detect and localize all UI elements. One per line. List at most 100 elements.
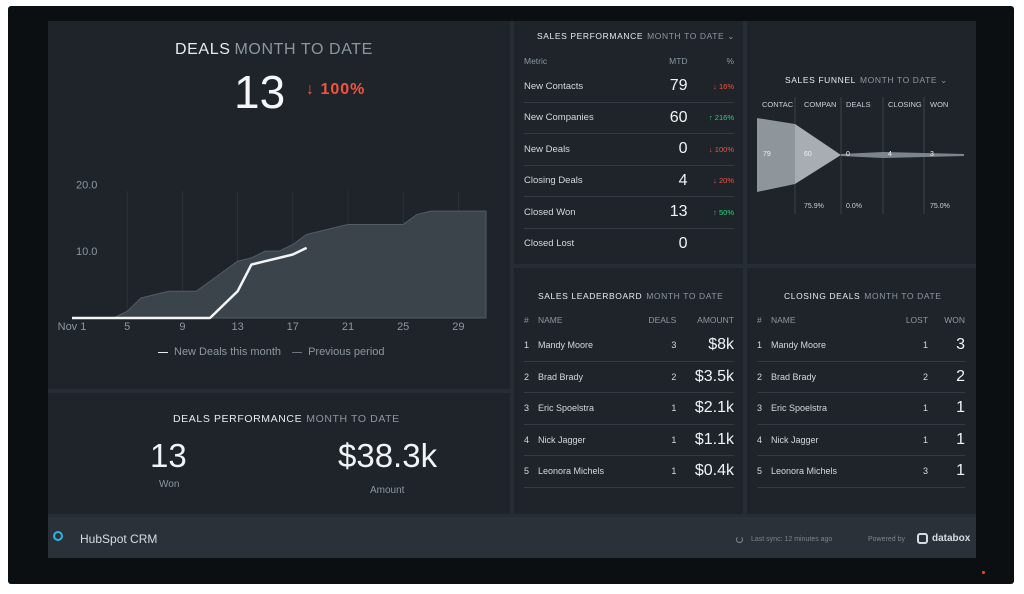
row-lost: 1 [888,330,929,362]
sales-performance-panel: SALES PERFORMANCE MONTH TO DATE ⌄ Metric … [514,21,743,264]
table-header: Metric MTD % [524,51,734,71]
funnel-value: 3 [930,151,934,158]
deals-legend: New Deals this month Previous period [158,346,385,358]
row-rank: 4 [524,424,538,456]
x-tick-label: Nov 1 [58,321,87,333]
deals-line-chart: 20.0 10.0 Nov 1 5 9 13 17 21 25 29 [58,179,487,333]
funnel-conversion: 75.9% [804,203,824,210]
funnel-value: 4 [888,151,892,158]
sales-performance-period-dropdown[interactable]: MONTH TO DATE ⌄ [647,31,735,41]
table-row: Closing Deals 4 ↓ 20% [524,165,734,197]
funnel-conversion: 0.0% [846,203,862,210]
sales-leaderboard-table: # NAME DEALS AMOUNT 1 Mandy Moore 3 $8k 2 Br… [524,310,734,488]
metric-mtd: 79 [653,71,688,103]
sales-funnel-title-text: SALES FUNNEL [785,75,856,85]
row-deals: 2 [635,361,677,393]
row-rank: 5 [524,455,538,488]
new-deals-line [72,246,308,320]
row-won: 1 [928,392,965,425]
funnel-conversion: 75.0% [930,203,950,210]
metric-name: Closed Lost [524,238,575,250]
row-name: Leonora Michels [538,455,636,488]
metric-mtd: 13 [653,196,688,229]
sales-leaderboard-subtitle: MONTH TO DATE [646,291,724,301]
metric-mtd: 4 [653,165,688,197]
table-row: 4 Nick Jagger 1 1 [757,424,965,456]
app-name: HubSpot CRM [80,532,158,546]
sales-funnel-period-dropdown[interactable]: MONTH TO DATE ⌄ [859,75,948,85]
funnel-value: 60 [804,151,812,158]
deals-performance-subtitle: MONTH TO DATE [306,413,400,425]
metric-name: New Contacts [524,71,654,103]
amount-label: Amount [370,485,405,496]
amount-value: $38.3k [338,437,438,474]
sales-funnel-chart [757,97,964,214]
sales-funnel-title[interactable]: SALES FUNNEL MONTH TO DATE ⌄ [785,75,948,86]
row-rank: 5 [757,455,771,488]
table-row: 5 Leonora Michels 3 1 [757,455,965,488]
col-pct: % [726,56,734,66]
funnel-value: 0 [846,151,850,158]
table-row: 2 Brad Brady 2 2 [757,361,965,393]
sales-leaderboard-title-text: SALES LEADERBOARD [538,291,643,301]
deals-title-text: DEALS [175,41,231,58]
col-amount: AMOUNT [697,315,734,325]
table-row: New Companies 60 ↑ 216% [524,102,734,134]
row-name: Brad Brady [771,361,889,393]
row-lost: 3 [888,455,929,488]
legend-line-current-icon [158,351,168,353]
x-tick-label: 29 [452,321,464,333]
sync-icon [736,536,743,543]
x-tick-label: 9 [179,321,185,333]
databox-logo-icon [917,533,928,544]
funnel-stage-label: WON [930,100,949,109]
row-won: 2 [928,361,965,393]
col-lost: LOST [905,315,929,325]
powered-by-text: Powered by [868,536,905,543]
col-won: WON [944,315,965,325]
legend-previous-label: Previous period [308,346,385,358]
table-row: 1 Mandy Moore 3 $8k [524,330,734,362]
funnel-stage-label: CLOSING [888,100,922,109]
row-rank: 1 [757,330,771,362]
x-tick-label: 13 [231,321,243,333]
table-row: 2 Brad Brady 2 $3.5k [524,361,734,393]
closing-deals-panel: CLOSING DEALS MONTH TO DATE # NAME LOST W… [747,268,976,514]
table-row: New Contacts 79 ↓ 16% [524,71,734,103]
y-tick-label: 10.0 [76,246,97,258]
metric-name: New Companies [524,102,654,134]
metric-mtd: 0 [653,133,688,166]
databox-brand: databox [932,533,971,544]
funnel-shape [795,124,841,184]
metric-name: New Deals [524,133,654,166]
row-name: Mandy Moore [538,330,636,362]
row-rank: 4 [757,424,771,456]
row-rank: 2 [524,361,538,393]
metric-pct: ↓ 100% [687,133,734,166]
table-row: Closed Lost 0 [524,228,734,259]
deals-change: ↓ 100% [306,81,366,98]
table-row: 5 Leonora Michels 1 $0.4k [524,455,734,488]
sales-performance-title[interactable]: SALES PERFORMANCE MONTH TO DATE ⌄ [537,31,735,42]
row-amount: $8k [676,330,734,362]
col-name: NAME [771,315,796,325]
sales-performance-table: Metric MTD % New Contacts 79 ↓ 16% New Com… [524,51,734,259]
row-amount: $3.5k [676,361,734,393]
closing-deals-title-text: CLOSING DEALS [784,291,861,301]
row-amount: $2.1k [676,392,734,425]
deals-performance-title: DEALS PERFORMANCE MONTH TO DATE [173,413,400,425]
row-rank: 1 [524,330,538,362]
col-deals: DEALS [648,315,677,325]
table-header: # NAME DEALS AMOUNT [524,310,734,330]
row-lost: 1 [888,392,929,425]
row-name: Brad Brady [538,361,636,393]
funnel-value: 79 [763,151,771,158]
sales-funnel-panel: SALES FUNNEL MONTH TO DATE ⌄ CONTAC COMPA… [747,21,976,264]
x-tick-label: 5 [124,321,130,333]
table-row: 3 Eric Spoelstra 1 1 [757,392,965,425]
last-sync-text: Last sync: 12 minutes ago [751,536,833,543]
row-rank: 3 [524,392,538,425]
x-tick-label: 17 [287,321,299,333]
deals-chart-panel: DEALS MONTH TO DATE 13 ↓ 100% 20.0 10.0 Nov… [48,21,510,389]
legend-line-previous-icon [292,351,303,353]
